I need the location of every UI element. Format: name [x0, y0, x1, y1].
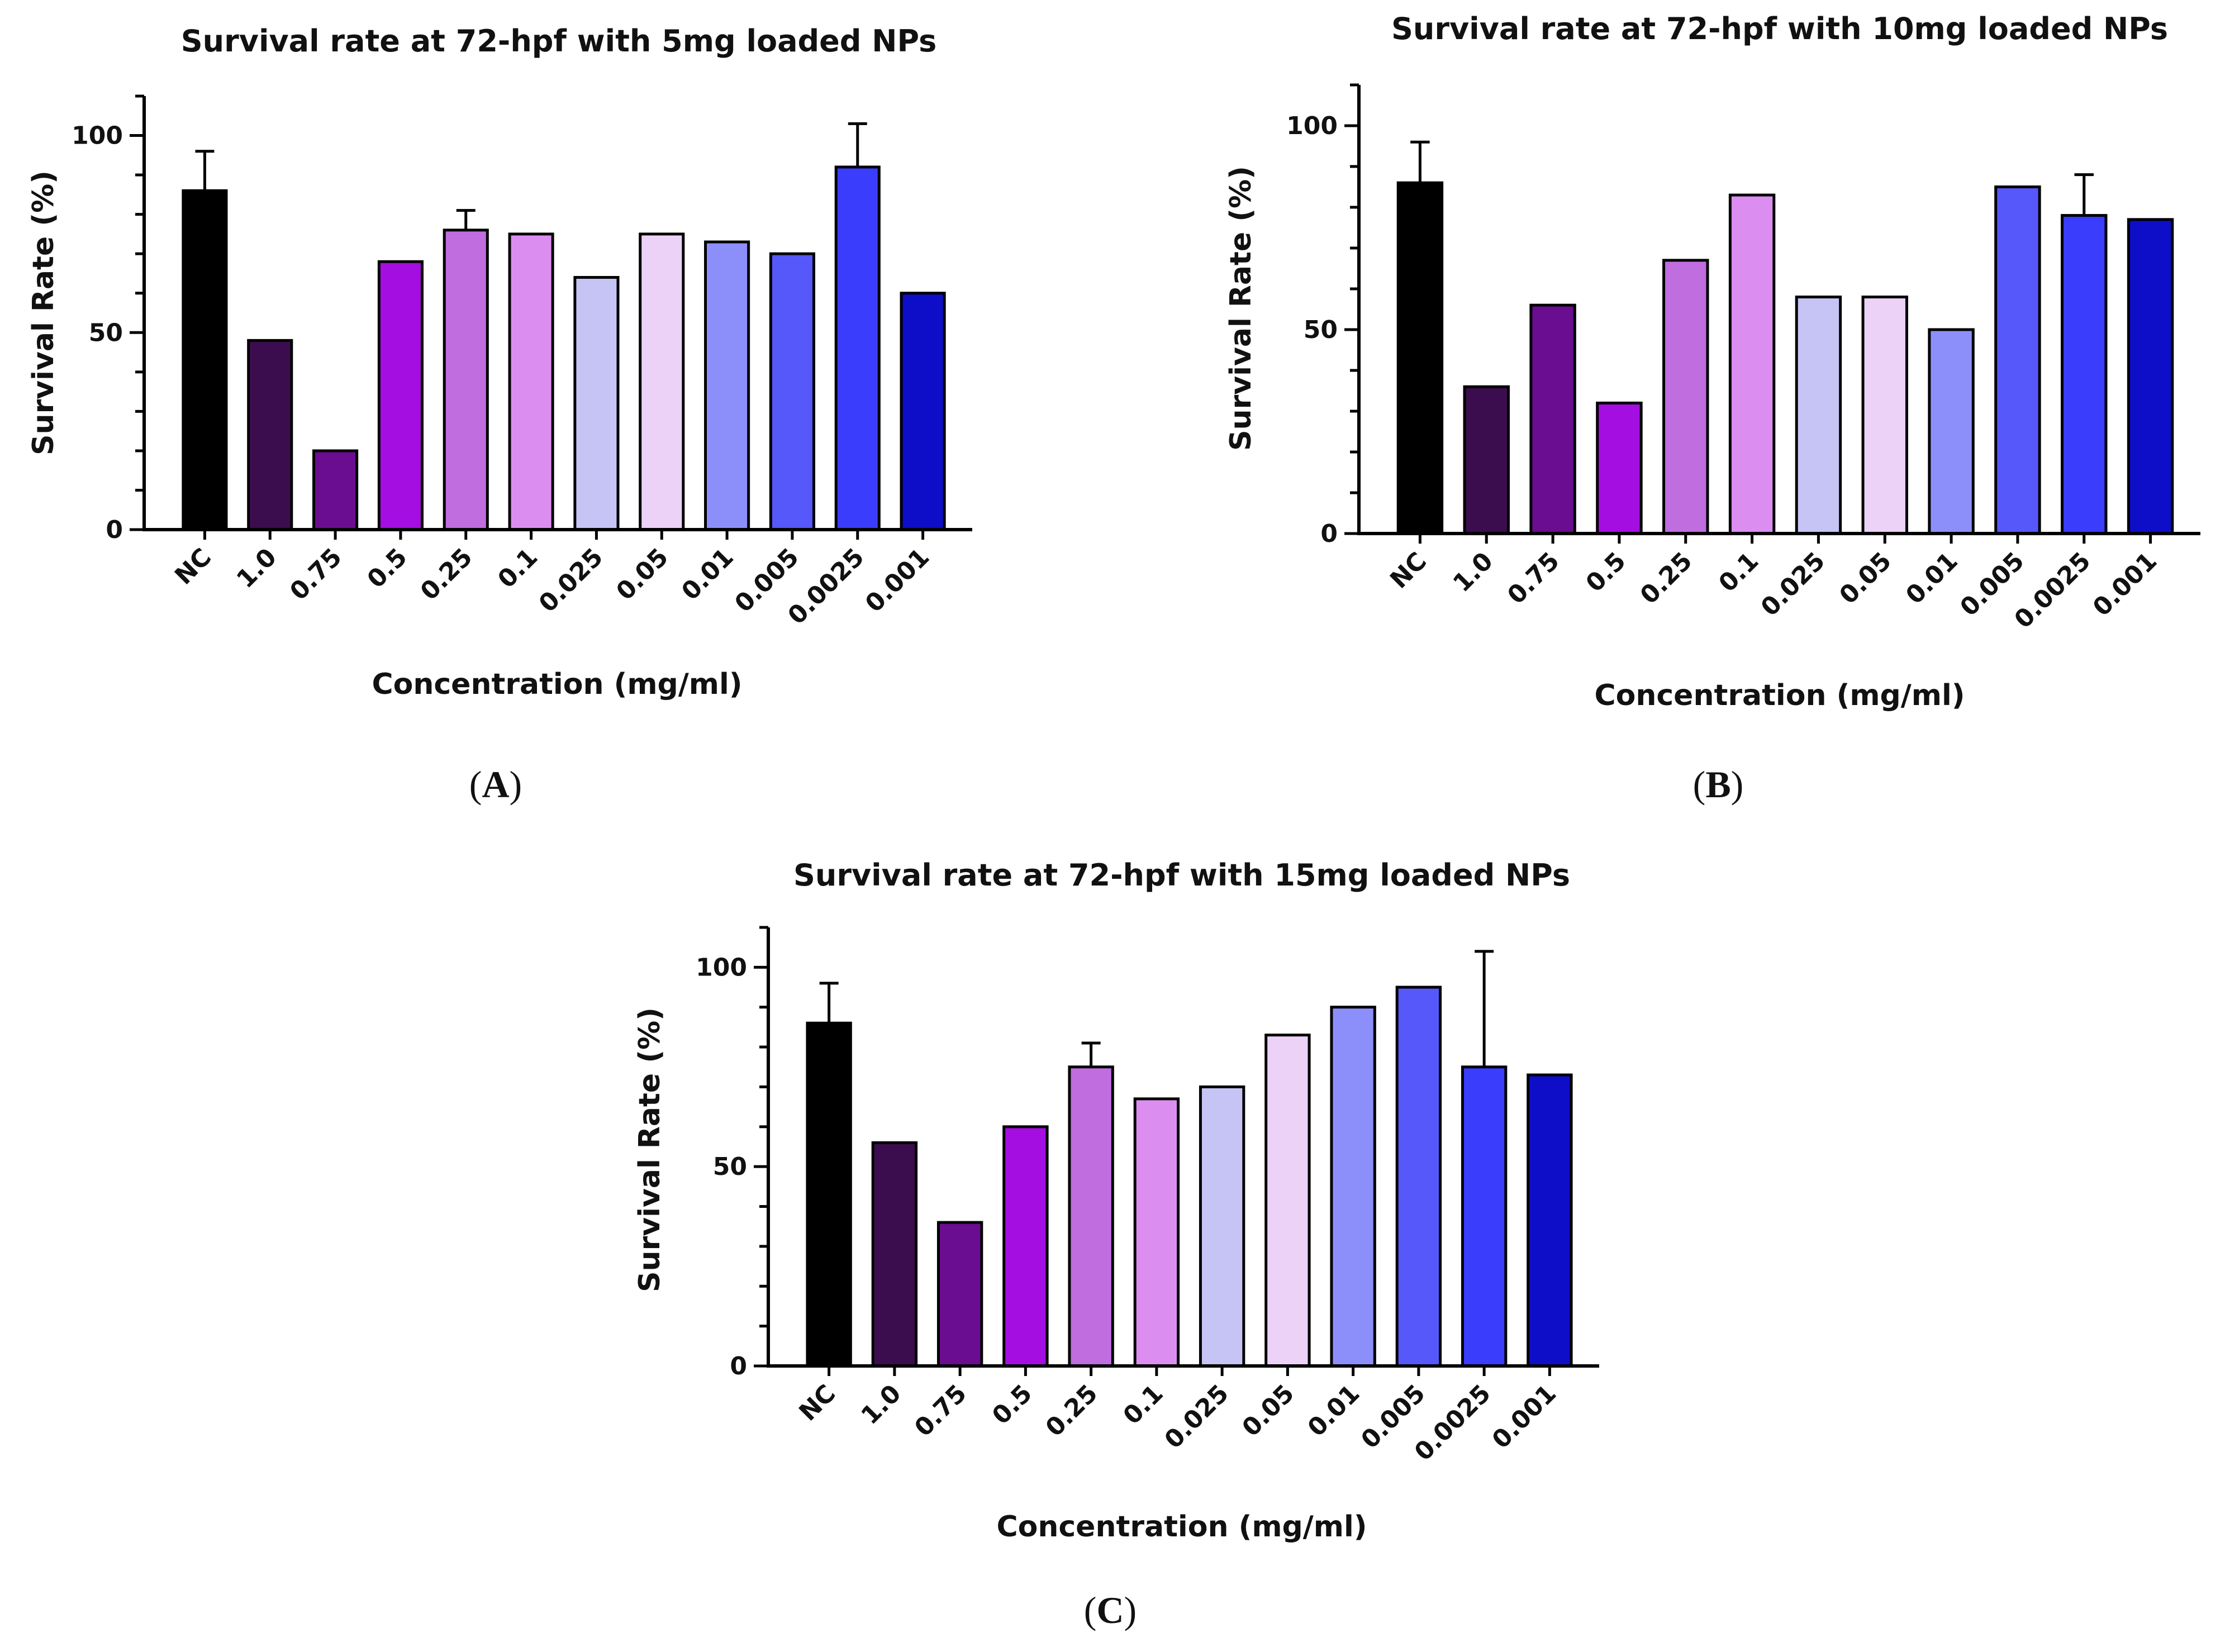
- x-tick-label: 0.5: [1581, 547, 1632, 598]
- y-axis-label: Survival Rate (%): [27, 170, 60, 455]
- bar: [2127, 218, 2174, 535]
- y-axis-label: Survival Rate (%): [1224, 166, 1258, 451]
- x-tick-label: 0.1: [492, 543, 543, 594]
- x-tick-label: 0.1: [1713, 547, 1764, 598]
- bar: [1264, 1034, 1311, 1368]
- x-axis-label: Concentration (mg/ml): [372, 668, 742, 701]
- x-tick-label: 0.05: [611, 543, 674, 606]
- bar: [247, 339, 293, 531]
- y-tick-label: 0: [1320, 520, 1338, 548]
- x-tick-label: NC: [793, 1379, 841, 1427]
- bar: [182, 189, 228, 531]
- x-tick-label: 0.25: [415, 543, 478, 606]
- x-tick-label: 0.75: [284, 543, 348, 606]
- chart-title: Survival rate at 72-hpf with 5mg loaded …: [181, 23, 936, 59]
- bar: [508, 232, 554, 531]
- x-tick-label: 0.001: [1487, 1379, 1562, 1454]
- x-tick-label: 0.025: [534, 543, 608, 618]
- x-tick-label: 0.25: [1635, 547, 1698, 610]
- bar: [1330, 1006, 1376, 1368]
- bar: [769, 252, 815, 531]
- chart-title: Survival rate at 72-hpf with 15mg loaded…: [793, 858, 1570, 893]
- x-tick-label: 0.01: [1302, 1379, 1366, 1442]
- y-tick-label: 100: [72, 122, 123, 150]
- bar: [1395, 986, 1442, 1368]
- panel-label-b: (B): [1693, 763, 1744, 806]
- x-tick-label: 0.001: [860, 543, 935, 618]
- panel-label-c: (C): [1084, 1589, 1137, 1631]
- bar: [377, 260, 424, 531]
- bar: [936, 1221, 983, 1368]
- x-tick-label: 0.001: [2088, 547, 2162, 622]
- bar: [312, 449, 359, 531]
- x-tick-label: 1.0: [855, 1379, 906, 1430]
- x-tick-label: 0.75: [909, 1379, 972, 1442]
- bar: [1396, 181, 1444, 535]
- x-tick-label: 0.025: [1159, 1379, 1234, 1454]
- x-tick-label: 0.025: [1756, 547, 1831, 622]
- x-tick-label: 0.75: [1502, 547, 1565, 610]
- bar: [1662, 259, 1709, 535]
- bar: [1463, 385, 1510, 535]
- bar: [1596, 401, 1643, 535]
- x-tick-label: NC: [1385, 547, 1432, 594]
- y-tick-label: 0: [730, 1352, 747, 1380]
- bar: [1199, 1085, 1245, 1368]
- x-tick-label: 1.0: [1448, 547, 1499, 598]
- bar: [1994, 185, 2041, 535]
- y-axis-label: Survival Rate (%): [633, 1007, 667, 1292]
- bar: [834, 165, 881, 531]
- bar: [1068, 1065, 1114, 1368]
- bar: [2061, 214, 2108, 535]
- x-tick-label: 0.1: [1118, 1379, 1168, 1430]
- x-tick-label: 0.25: [1040, 1379, 1104, 1442]
- x-tick-label: 0.5: [362, 543, 413, 594]
- panel-a-chart: Survival rate at 72-hpf with 5mg loaded …: [27, 23, 972, 701]
- y-tick-label: 100: [1286, 112, 1338, 140]
- plot-area: NC 1.0 0.75 0.5 0.25 0.10.025 0.05 0.010.0050.0…: [72, 94, 972, 630]
- bar: [573, 276, 620, 531]
- y-tick-label: 50: [713, 1153, 747, 1181]
- bar: [1002, 1125, 1049, 1368]
- y-tick-label: 50: [1304, 316, 1338, 344]
- bar: [806, 1021, 852, 1368]
- bar: [1795, 296, 1842, 535]
- x-axis-label: Concentration (mg/ml): [1594, 679, 1965, 712]
- bar: [1529, 303, 1576, 535]
- panel-label-a: (A): [469, 763, 522, 806]
- y-tick-label: 100: [696, 953, 747, 982]
- bar: [704, 240, 750, 531]
- bar: [1928, 328, 1975, 535]
- x-axis-label: Concentration (mg/ml): [996, 1510, 1367, 1544]
- bar: [900, 292, 946, 531]
- bar: [1461, 1065, 1508, 1368]
- bar: [1861, 296, 1908, 535]
- bar: [1728, 193, 1776, 535]
- x-tick-label: 1.0: [231, 543, 282, 594]
- panel-b-chart: Survival rate at 72-hpf with 10mg loaded…: [1224, 11, 2200, 712]
- y-tick-label: 50: [89, 318, 123, 347]
- panel-c-chart: Survival rate at 72-hpf with 15mg loaded…: [633, 858, 1599, 1544]
- x-tick-label: NC: [169, 543, 217, 591]
- x-tick-label: 0.5: [987, 1379, 1038, 1430]
- plot-area: NC 1.0 0.75 0.5 0.25 0.10.025 0.05 0.010.0050.0…: [696, 926, 1599, 1467]
- bar: [1133, 1097, 1180, 1368]
- y-tick-label: 0: [106, 516, 123, 544]
- x-tick-label: 0.05: [1834, 547, 1897, 610]
- chart-title: Survival rate at 72-hpf with 10mg loaded…: [1391, 11, 2168, 46]
- plot-area: NC 1.0 0.75 0.5 0.25 0.10.025 0.05 0.010.0050.0…: [1286, 83, 2200, 634]
- bar: [871, 1141, 918, 1368]
- bar: [1527, 1073, 1573, 1368]
- x-tick-label: 0.01: [676, 543, 739, 606]
- x-tick-label: 0.01: [1900, 547, 1963, 610]
- bar: [443, 228, 489, 531]
- x-tick-label: 0.05: [1237, 1379, 1300, 1442]
- bar: [639, 232, 685, 531]
